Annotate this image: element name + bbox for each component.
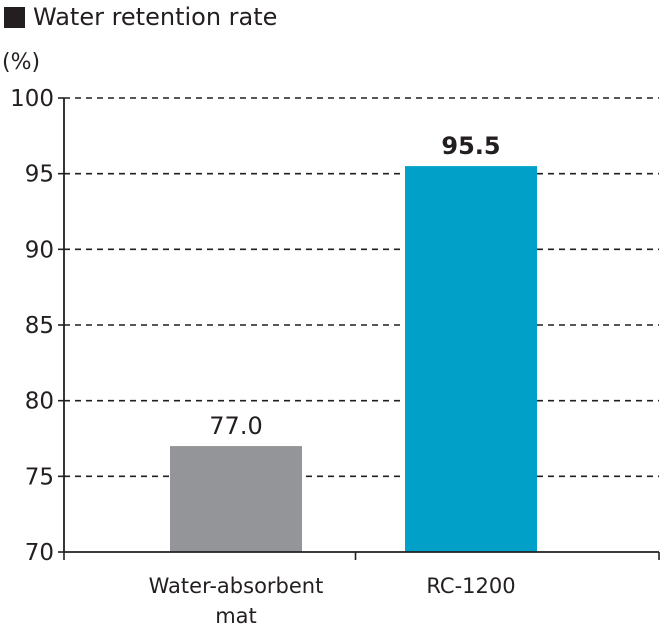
y-tick-labels: 70 75 80 85 90 95 100 [10, 86, 54, 566]
y-tick-label: 75 [25, 464, 54, 490]
y-tick-label: 85 [25, 313, 54, 339]
bar-1 [405, 166, 537, 552]
x-category-label: mat [215, 604, 257, 628]
x-category-label: Water-absorbent [149, 574, 324, 598]
y-tick-label: 100 [10, 86, 54, 112]
bar-0 [170, 446, 302, 552]
y-axis-unit-label: (%) [2, 50, 41, 75]
y-tick-label: 90 [25, 237, 54, 263]
data-label-0: 77.0 [209, 412, 262, 440]
chart-title: Water retention rate [4, 2, 277, 32]
data-labels: 77.0 95.5 [209, 132, 500, 440]
gridlines [64, 97, 659, 478]
bars [170, 166, 537, 552]
y-tick-label: 95 [25, 162, 54, 188]
y-tick-label: 80 [25, 389, 54, 415]
chart-title-text: Water retention rate [33, 3, 278, 31]
x-category-labels: Water-absorbent mat RC-1200 [149, 574, 516, 628]
y-tick-label: 70 [25, 540, 54, 566]
title-square-icon [4, 6, 25, 28]
x-category-label: RC-1200 [426, 574, 515, 598]
data-label-1: 95.5 [441, 132, 500, 160]
axes [58, 97, 660, 560]
